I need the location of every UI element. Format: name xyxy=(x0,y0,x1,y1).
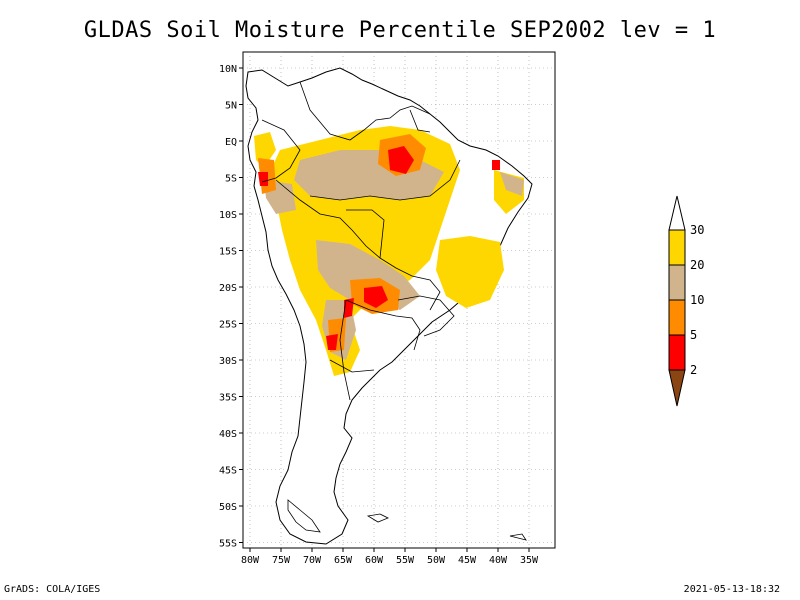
colorbar-label-20: 20 xyxy=(690,258,704,272)
lat-label: 5N xyxy=(225,101,237,112)
lon-label: 35W xyxy=(520,555,539,566)
colorbar-10-20 xyxy=(668,264,686,301)
lon-label: 40W xyxy=(489,555,508,566)
colorbar-2-5 xyxy=(668,334,686,371)
lat-label: 20S xyxy=(219,283,237,294)
islands xyxy=(287,499,527,541)
lon-label: 60W xyxy=(365,555,384,566)
lat-label: 50S xyxy=(219,502,237,513)
latitude-labels: 10N 5N EQ 5S 10S 15S 20S 25S 30S 35S 40S 45S 50S 55S xyxy=(219,64,237,550)
longitude-labels: 80W 75W 70W 65W 60W 55W 50W 45W 40W 35W xyxy=(241,555,539,566)
colorbar-above-30 xyxy=(668,195,686,231)
band-2-5 xyxy=(388,146,414,174)
lat-label: 10N xyxy=(219,64,237,75)
lat-label: 15S xyxy=(219,247,237,258)
lat-label: 5S xyxy=(225,174,237,185)
lon-label: 50W xyxy=(427,555,446,566)
lat-label: 25S xyxy=(219,320,237,331)
colorbar-label-2: 2 xyxy=(690,363,697,377)
country-borders xyxy=(261,81,461,401)
lon-label: 75W xyxy=(272,555,291,566)
colorbar-below-2 xyxy=(668,369,686,407)
colorbar-20-30 xyxy=(668,229,686,266)
lat-label: EQ xyxy=(225,137,237,148)
lat-label: 30S xyxy=(219,356,237,367)
lat-label: 10S xyxy=(219,210,237,221)
lat-label: 40S xyxy=(219,429,237,440)
map-title: GLDAS Soil Moisture Percentile SEP2002 l… xyxy=(83,18,717,43)
colorbar: 30 20 10 5 2 xyxy=(668,195,704,407)
colorbar-5-10 xyxy=(668,299,686,336)
colorbar-label-30: 30 xyxy=(690,223,704,237)
soil-moisture-field xyxy=(254,126,524,376)
lat-label: 45S xyxy=(219,466,237,477)
lon-label: 65W xyxy=(334,555,353,566)
colorbar-label-10: 10 xyxy=(690,293,704,307)
lon-label: 45W xyxy=(458,555,477,566)
footer-timestamp: 2021-05-13-18:32 xyxy=(683,584,780,595)
footer-credit: GrADS: COLA/IGES xyxy=(4,584,101,595)
lat-label: 55S xyxy=(219,539,237,550)
lon-label: 80W xyxy=(241,555,260,566)
lon-label: 70W xyxy=(303,555,322,566)
lat-label: 35S xyxy=(219,393,237,404)
colorbar-label-5: 5 xyxy=(690,328,697,342)
lon-label: 55W xyxy=(396,555,415,566)
